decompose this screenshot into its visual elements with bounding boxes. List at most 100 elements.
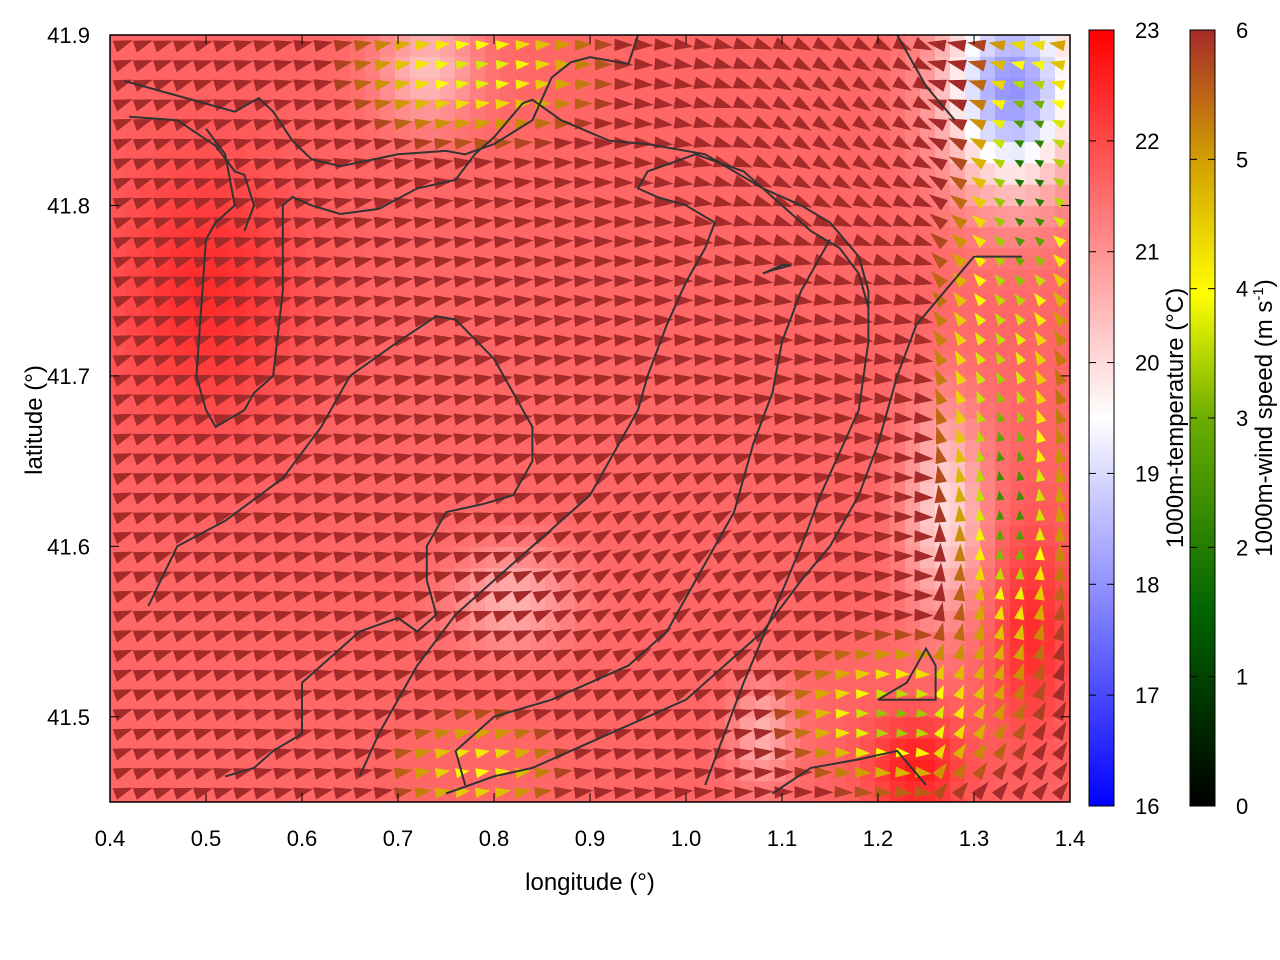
wind-vector — [413, 531, 434, 544]
wind-vector — [896, 708, 909, 718]
wind-vector — [814, 432, 834, 445]
wind-vector — [333, 79, 353, 92]
wind-vector — [433, 571, 454, 584]
wind-vector — [992, 703, 1006, 721]
wind-vector — [894, 530, 914, 543]
wind-vector — [152, 748, 173, 761]
wind-vector — [112, 728, 133, 741]
wind-vector — [954, 505, 966, 522]
wind-vector — [1011, 781, 1029, 801]
wind-vector — [994, 274, 1006, 287]
wind-vector — [493, 669, 514, 682]
temperature-cell — [800, 652, 816, 675]
wind-vector — [772, 194, 793, 208]
wind-vector — [553, 433, 574, 446]
wind-vector — [453, 354, 474, 367]
wind-vector — [1035, 488, 1046, 502]
wind-vector — [393, 236, 414, 249]
wind-vector — [753, 747, 774, 760]
wind-vector — [872, 76, 892, 92]
wind-vector — [873, 293, 894, 306]
wind-vector — [513, 728, 533, 740]
wind-vector — [233, 335, 254, 348]
wind-vector — [973, 603, 985, 621]
wind-vector — [273, 295, 294, 308]
colorbar-tick-label: 5 — [1236, 147, 1248, 172]
wind-vector — [233, 178, 254, 190]
wind-vector — [152, 60, 173, 73]
wind-vector — [333, 315, 354, 328]
wind-vector — [433, 295, 454, 308]
wind-vector — [453, 512, 474, 525]
wind-vector — [393, 551, 414, 564]
temperature-cell — [380, 546, 396, 569]
wind-vector — [253, 748, 274, 761]
wind-vector — [193, 453, 213, 466]
wind-vector — [634, 235, 654, 248]
wind-vector — [413, 393, 434, 406]
wind-vector — [512, 590, 533, 604]
wind-vector — [693, 393, 714, 406]
wind-vector — [1012, 741, 1028, 761]
wind-vector — [792, 56, 812, 71]
wind-vector — [132, 709, 153, 722]
wind-vector — [333, 236, 354, 249]
wind-vector — [952, 762, 968, 780]
wind-vector — [293, 649, 314, 662]
wind-vector — [413, 157, 434, 170]
wind-vector — [213, 79, 234, 92]
wind-vector — [172, 315, 193, 328]
wind-vector — [996, 391, 1006, 404]
wind-vector — [1051, 761, 1068, 781]
wind-vector — [772, 550, 793, 564]
wind-vector — [193, 669, 213, 682]
wind-vector — [852, 214, 873, 227]
wind-vector — [953, 684, 965, 700]
wind-vector — [393, 492, 414, 505]
wind-vector — [733, 728, 754, 741]
wind-vector — [592, 549, 612, 565]
wind-vector — [1050, 80, 1066, 91]
wind-vector — [233, 276, 254, 289]
wind-vector — [573, 393, 594, 406]
wind-vector — [633, 413, 654, 426]
wind-vector — [634, 274, 654, 288]
wind-vector — [112, 413, 133, 427]
wind-vector — [394, 99, 412, 111]
wind-vector — [213, 99, 234, 112]
wind-vector — [273, 138, 294, 151]
temperature-cell — [500, 35, 516, 57]
wind-vector — [233, 60, 254, 72]
wind-vector — [433, 689, 454, 702]
wind-vector — [972, 762, 988, 781]
wind-vector — [935, 464, 947, 484]
wind-vector — [872, 115, 892, 131]
wind-vector — [172, 276, 193, 289]
wind-vector — [233, 315, 254, 328]
wind-vector — [929, 213, 948, 230]
wind-vector — [253, 256, 274, 269]
wind-vector — [794, 727, 813, 740]
wind-vector — [493, 295, 514, 308]
wind-vector — [793, 512, 813, 525]
wind-vector — [876, 728, 889, 738]
temperature-cell — [260, 35, 276, 57]
temperature-cell — [980, 567, 996, 590]
wind-vector — [112, 315, 133, 328]
wind-vector — [968, 99, 987, 111]
wind-vector — [996, 411, 1006, 423]
wind-vector — [333, 118, 354, 131]
wind-vector — [495, 79, 510, 90]
wind-vector — [213, 571, 234, 584]
wind-vector — [1009, 40, 1026, 51]
wind-vector — [152, 650, 173, 663]
temperature-colorbar-label: 1000m-temperature (°C) — [1162, 288, 1189, 548]
wind-vector — [753, 728, 774, 741]
wind-vector — [693, 155, 714, 168]
wind-vector — [693, 413, 714, 426]
wind-vector — [233, 256, 254, 269]
wind-vector — [313, 315, 334, 328]
temperature-cell — [1025, 269, 1041, 292]
wind-vector — [612, 491, 633, 506]
temperature-cell — [680, 503, 696, 526]
